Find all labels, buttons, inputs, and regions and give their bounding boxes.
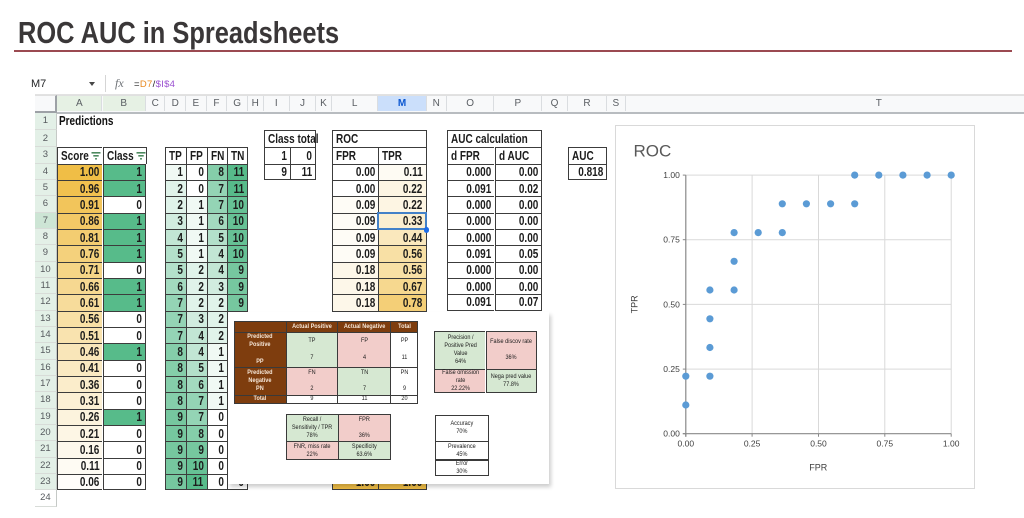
svg-text:0.25: 0.25 — [663, 364, 680, 374]
svg-text:1.00: 1.00 — [942, 439, 959, 449]
svg-text:0.50: 0.50 — [810, 439, 827, 449]
svg-text:FPR: FPR — [809, 463, 828, 473]
svg-text:0.25: 0.25 — [743, 439, 760, 449]
svg-text:0.75: 0.75 — [876, 439, 893, 449]
svg-text:0.00: 0.00 — [663, 429, 680, 439]
svg-text:TPR: TPR — [629, 295, 639, 314]
svg-text:0.00: 0.00 — [677, 439, 694, 449]
svg-text:1.00: 1.00 — [663, 170, 680, 180]
svg-text:0.75: 0.75 — [663, 235, 680, 245]
svg-text:ROC: ROC — [633, 142, 671, 161]
svg-text:0.50: 0.50 — [663, 300, 680, 310]
